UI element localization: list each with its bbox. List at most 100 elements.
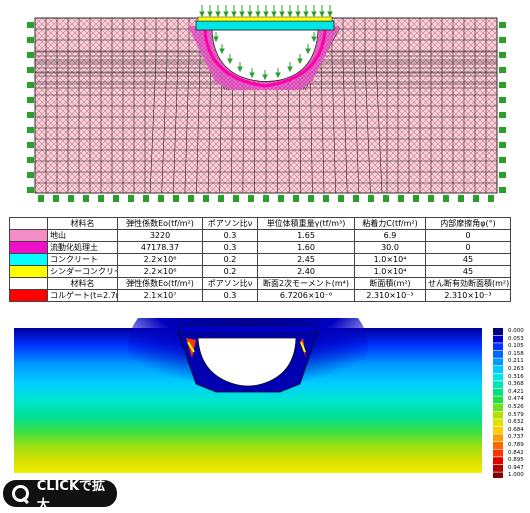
material-color-swatch bbox=[10, 290, 48, 302]
legend-value-label: 0.316 bbox=[508, 374, 524, 380]
material-color-swatch bbox=[10, 242, 48, 254]
legend-value-label: 0.368 bbox=[508, 381, 524, 387]
magnifier-icon bbox=[11, 484, 31, 504]
legend-value-label: 0.684 bbox=[508, 427, 524, 433]
material-color-swatch bbox=[10, 230, 48, 242]
table-header-cell: 単位体積重量γ(tf/m³) bbox=[258, 218, 355, 230]
friction-angle-cell: 0 bbox=[426, 230, 511, 242]
legend-value-label: 0.158 bbox=[508, 351, 524, 357]
legend-swatch bbox=[493, 396, 503, 403]
legend-value-label: 0.000 bbox=[508, 328, 524, 334]
legend-swatch bbox=[493, 427, 503, 434]
legend-value-label: 0.579 bbox=[508, 412, 524, 418]
shear-area-cell: 2.310×10⁻³ bbox=[426, 290, 511, 302]
table-header-cell: ポアソン比ν bbox=[203, 278, 258, 290]
table-header-cell: 弾性係数Eo(tf/m²) bbox=[118, 278, 203, 290]
legend-value-label: 0.842 bbox=[508, 450, 524, 456]
cohesion-cell: 30.0 bbox=[355, 242, 426, 254]
legend-swatch bbox=[493, 419, 503, 426]
legend-swatch bbox=[493, 336, 503, 343]
legend-swatch bbox=[493, 328, 503, 335]
poisson-ratio-cell: 0.3 bbox=[203, 290, 258, 302]
material-color-swatch bbox=[10, 266, 48, 278]
friction-angle-cell: 0 bbox=[426, 242, 511, 254]
swatch-header-cell bbox=[10, 218, 48, 230]
material-color-swatch bbox=[10, 254, 48, 266]
legend-swatch bbox=[493, 389, 503, 396]
elastic-modulus-cell: 2.2×10⁶ bbox=[118, 266, 203, 278]
table-header-cell: 内部摩擦角φ(°) bbox=[426, 218, 511, 230]
legend-swatch bbox=[493, 343, 503, 350]
table-header-cell: 材料名 bbox=[48, 278, 118, 290]
legend-value-label: 0.789 bbox=[508, 442, 524, 448]
moment-of-inertia-cell: 6.7206×10⁻⁶ bbox=[258, 290, 355, 302]
material-name-cell: コルゲート(t=2.7mm) bbox=[48, 290, 118, 302]
legend-value-label: 0.263 bbox=[508, 366, 524, 372]
legend-value-label: 0.895 bbox=[508, 457, 524, 463]
cohesion-cell: 1.0×10⁴ bbox=[355, 266, 426, 278]
legend-swatch bbox=[493, 457, 503, 464]
displacement-contour-plot bbox=[0, 318, 530, 478]
elastic-modulus-cell: 47178.37 bbox=[118, 242, 203, 254]
table-header-cell: 断面2次モーメント(m⁴) bbox=[258, 278, 355, 290]
legend-value-label: 0.474 bbox=[508, 396, 524, 402]
poisson-ratio-cell: 0.2 bbox=[203, 254, 258, 266]
table-header-cell: 断面積(m²) bbox=[355, 278, 426, 290]
material-name-cell: コンクリート bbox=[48, 254, 118, 266]
legend-swatch bbox=[493, 434, 503, 441]
legend-swatch bbox=[493, 472, 503, 478]
elastic-modulus-cell: 2.2×10⁶ bbox=[118, 254, 203, 266]
poisson-ratio-cell: 0.3 bbox=[203, 230, 258, 242]
cohesion-cell: 6.9 bbox=[355, 230, 426, 242]
unit-weight-cell: 2.40 bbox=[258, 266, 355, 278]
friction-angle-cell: 45 bbox=[426, 266, 511, 278]
friction-angle-cell: 45 bbox=[426, 254, 511, 266]
table-header-cell: 弾性係数Eo(tf/m²) bbox=[118, 218, 203, 230]
legend-swatch bbox=[493, 442, 503, 449]
material-name-cell: 流動化処理土 bbox=[48, 242, 118, 254]
legend-value-label: 0.105 bbox=[508, 343, 524, 349]
cohesion-cell: 1.0×10⁴ bbox=[355, 254, 426, 266]
legend-swatch bbox=[493, 374, 503, 381]
legend-swatch bbox=[493, 465, 503, 472]
legend-value-label: 1.000 bbox=[508, 472, 524, 478]
legend-value-label: 0.737 bbox=[508, 434, 524, 440]
legend-value-label: 0.632 bbox=[508, 419, 524, 425]
table-header-cell: ポアソン比ν bbox=[203, 218, 258, 230]
table-row: コルゲート(t=2.7mm)2.1×10⁷0.36.7206×10⁻⁶2.310… bbox=[10, 290, 511, 302]
unit-weight-cell: 1.60 bbox=[258, 242, 355, 254]
legend-value-label: 0.526 bbox=[508, 404, 524, 410]
legend-value-label: 0.947 bbox=[508, 465, 524, 471]
swatch-header-cell bbox=[10, 278, 48, 290]
material-name-cell: 地山 bbox=[48, 230, 118, 242]
elastic-modulus-cell: 2.1×10⁷ bbox=[118, 290, 203, 302]
material-name-cell: シンダーコンクリート bbox=[48, 266, 118, 278]
poisson-ratio-cell: 0.2 bbox=[203, 266, 258, 278]
unit-weight-cell: 1.65 bbox=[258, 230, 355, 242]
legend-swatch bbox=[493, 381, 503, 388]
table-header-cell: 材料名 bbox=[48, 218, 118, 230]
legend-value-label: 0.421 bbox=[508, 389, 524, 395]
legend-swatch bbox=[493, 358, 503, 365]
legend-value-label: 0.053 bbox=[508, 336, 524, 342]
click-to-enlarge-label: CLICKで拡大 bbox=[37, 475, 117, 513]
legend-swatch bbox=[493, 412, 503, 419]
legend-value-label: 0.211 bbox=[508, 358, 524, 364]
click-to-enlarge-button[interactable]: CLICKで拡大 bbox=[3, 480, 117, 507]
unit-weight-cell: 2.45 bbox=[258, 254, 355, 266]
section-area-cell: 2.310×10⁻³ bbox=[355, 290, 426, 302]
legend-swatch bbox=[493, 450, 503, 457]
legend-swatch bbox=[493, 351, 503, 358]
legend-swatch bbox=[493, 366, 503, 373]
legend-swatch bbox=[493, 404, 503, 411]
elastic-modulus-cell: 3220 bbox=[118, 230, 203, 242]
poisson-ratio-cell: 0.3 bbox=[203, 242, 258, 254]
table-header-cell: 粘着力C(tf/m²) bbox=[355, 218, 426, 230]
